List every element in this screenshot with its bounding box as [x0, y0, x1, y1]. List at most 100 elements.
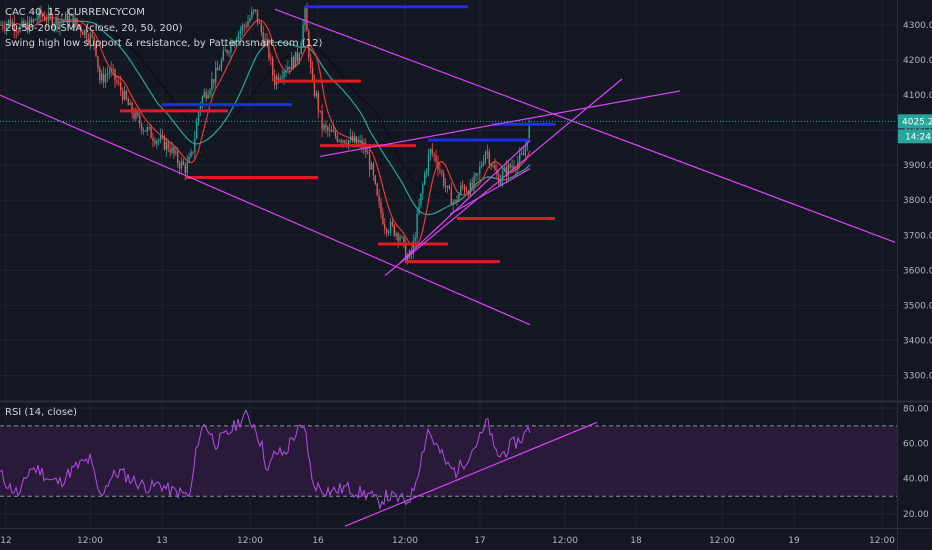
candle-body — [123, 90, 126, 100]
candle-body — [196, 122, 198, 139]
candle-body — [230, 42, 232, 53]
rsi-tick-label: 80.00 — [903, 404, 929, 414]
candle-body — [262, 31, 264, 44]
candle-body — [384, 224, 386, 230]
candle-body — [422, 184, 424, 194]
candle-body — [387, 231, 390, 233]
candle-body — [272, 58, 274, 76]
rsi-line — [0, 409, 531, 511]
candle-body — [146, 127, 148, 132]
candle-body — [205, 92, 207, 99]
price-tick-label: 3500.0 — [903, 301, 932, 311]
candle-body — [488, 151, 490, 165]
candle-body — [80, 26, 82, 32]
candle-body — [294, 51, 297, 68]
candle-body — [190, 151, 192, 157]
x-tick-label: 16 — [312, 536, 324, 546]
candle-body — [334, 130, 337, 136]
candle-body — [355, 136, 357, 144]
price-badges: 4025.2 14:24 — [0, 114, 932, 144]
trendline[interactable] — [274, 8, 896, 243]
candle-body — [44, 16, 46, 21]
last-price-badge — [898, 114, 932, 129]
candle-body — [397, 233, 399, 241]
trendlines[interactable] — [0, 8, 896, 326]
candle-body — [220, 60, 223, 70]
candle-body — [452, 201, 454, 205]
rsi-trendline[interactable] — [344, 421, 598, 527]
candle-body — [125, 90, 128, 100]
trendline[interactable] — [449, 168, 531, 215]
candle-body — [289, 66, 291, 69]
bar-timer-badge — [898, 129, 932, 144]
candle-body — [370, 163, 373, 170]
candle-body — [273, 75, 276, 85]
legend-symbol[interactable]: CAC 40, 15, CURRENCYCOM — [5, 7, 145, 18]
rsi-band-fill — [0, 425, 897, 497]
candle-body — [528, 122, 530, 141]
candle-body — [429, 148, 432, 155]
candle-body — [226, 50, 228, 53]
trendline[interactable] — [0, 94, 531, 326]
candle-body — [171, 147, 173, 153]
candle-body — [399, 237, 401, 241]
candle-body — [414, 237, 416, 241]
x-tick-label: 12:00 — [392, 536, 418, 546]
candle-body — [336, 135, 338, 142]
legend-sma[interactable]: 20-50-200-SMA (close, 20, 50, 200) — [5, 23, 183, 34]
candle-body — [249, 18, 251, 22]
candle-body — [251, 11, 253, 19]
candle-body — [61, 20, 63, 22]
legend-rsi[interactable]: RSI (14, close) — [5, 407, 78, 418]
x-tick-label: 12 — [0, 536, 11, 546]
candle-body — [460, 185, 462, 195]
candle-body — [49, 11, 52, 16]
candle-body — [313, 79, 316, 96]
candle-body — [25, 22, 27, 27]
candle-body — [239, 30, 242, 34]
candle-body — [158, 139, 160, 141]
candle-body — [26, 22, 29, 32]
trendline[interactable] — [319, 90, 681, 158]
candle-body — [444, 185, 447, 187]
candle-body — [213, 78, 215, 83]
candle-body — [471, 182, 473, 187]
price-tick-label: 3900.0 — [903, 161, 932, 171]
candle-body — [142, 130, 145, 132]
candle-body — [23, 21, 25, 27]
candle-body — [247, 21, 249, 27]
x-tick-label: 19 — [788, 536, 800, 546]
candle-body — [110, 68, 112, 73]
candle-body — [114, 69, 116, 81]
candle-body — [173, 147, 175, 154]
candle-body — [253, 9, 255, 12]
candle-body — [159, 135, 162, 140]
x-tick-label: 17 — [474, 536, 485, 546]
trendline[interactable] — [384, 78, 623, 277]
candle-body — [462, 185, 464, 187]
candle-body — [91, 34, 93, 37]
candle-body — [243, 25, 245, 27]
trendline[interactable] — [399, 140, 531, 264]
candle-body — [268, 40, 270, 59]
candle-body — [235, 39, 238, 42]
candle-body — [222, 51, 224, 61]
candle-body — [266, 39, 268, 41]
candle-body — [66, 13, 69, 24]
candle-body — [338, 140, 340, 142]
candle-body — [144, 130, 147, 132]
candle-body — [201, 96, 204, 104]
candle-body — [348, 140, 350, 146]
candle-body — [479, 166, 481, 174]
candle-body — [441, 170, 443, 174]
candle-body — [163, 136, 166, 150]
candle-body — [340, 140, 342, 143]
legend-swing[interactable]: Swing high low support & resistance, by … — [5, 38, 323, 49]
candle-body — [203, 92, 205, 97]
candle-body — [218, 69, 221, 71]
x-tick-label: 12:00 — [869, 536, 895, 546]
candle-body — [446, 185, 449, 187]
candle-body — [188, 156, 190, 163]
